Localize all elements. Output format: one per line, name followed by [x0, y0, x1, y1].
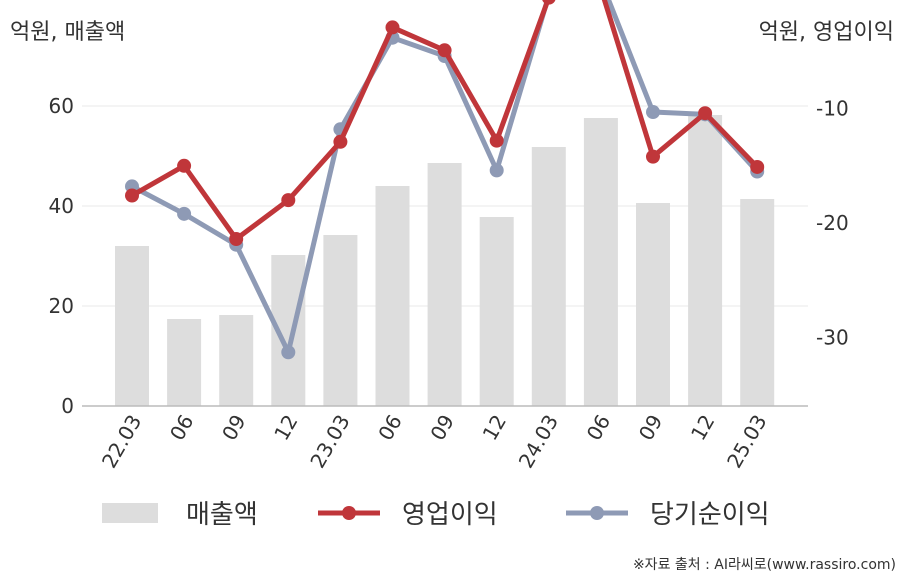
operating-profit-point	[125, 188, 139, 203]
revenue-bar	[219, 315, 254, 406]
legend-operating-marker	[342, 506, 356, 520]
source-note: ※자료 출처 : AI라씨로(www.rassiro.com)	[632, 557, 896, 573]
left-axis-unit: 억원, 매출액	[10, 20, 126, 45]
revenue-bar	[479, 217, 514, 406]
x-tick-label: 06	[582, 411, 616, 445]
operating-profit-point	[281, 193, 296, 208]
x-tick-label: 06	[373, 411, 407, 445]
left-y-tick: 20	[49, 294, 74, 318]
operating-profit-point	[229, 232, 244, 247]
right-y-tick: -20	[816, 211, 849, 235]
x-tick-label: 12	[686, 411, 720, 445]
legend-revenue-swatch	[102, 503, 158, 523]
revenue-bar	[740, 199, 775, 406]
legend-net-label: 당기순이익	[650, 500, 770, 530]
operating-profit-point	[437, 43, 452, 58]
x-tick-label: 24.03	[514, 411, 563, 473]
legend-net-marker	[590, 506, 604, 520]
right-axis-unit: 억원, 영업이익	[758, 20, 894, 45]
operating-profit-point	[489, 133, 504, 148]
x-tick-label: 06	[165, 411, 199, 445]
operating-profit-point	[646, 149, 660, 164]
operating-profit-point	[333, 134, 348, 149]
left-y-tick: 0	[61, 394, 74, 418]
x-tick-label: 09	[217, 411, 251, 445]
revenue-bar	[323, 235, 358, 406]
net-income-point	[281, 345, 296, 360]
x-tick-label: 12	[269, 411, 303, 445]
operating-profit-point	[750, 159, 765, 174]
x-tick-label: 25.03	[722, 411, 771, 473]
x-tick-label: 22.03	[97, 411, 146, 473]
revenue-bar	[167, 319, 202, 406]
revenue-bar	[636, 203, 670, 406]
revenue-bar	[115, 246, 149, 406]
left-y-tick: 40	[49, 194, 74, 218]
revenue-bar	[583, 118, 618, 406]
net-income-point	[489, 163, 504, 178]
x-tick-label: 12	[478, 411, 512, 445]
x-tick-label: 23.03	[305, 411, 354, 473]
operating-profit-point	[698, 106, 713, 121]
net-income-point	[646, 105, 660, 120]
revenue-bar	[531, 147, 566, 406]
operating-profit-point	[542, 0, 556, 5]
x-tick-label: 09	[425, 411, 459, 445]
operating-profit-point	[385, 20, 400, 35]
revenue-bar	[688, 115, 723, 406]
right-y-tick: -30	[816, 325, 849, 349]
x-tick-label: 09	[634, 411, 668, 445]
legend-revenue-label: 매출액	[186, 500, 258, 530]
revenue-bar	[427, 163, 462, 406]
revenue-bar	[375, 186, 410, 406]
operating-profit-point	[177, 158, 192, 173]
net-income-point	[177, 206, 192, 221]
legend-operating-label: 영업이익	[402, 500, 498, 530]
right-y-tick: -10	[816, 97, 849, 121]
left-y-tick: 60	[49, 94, 74, 118]
